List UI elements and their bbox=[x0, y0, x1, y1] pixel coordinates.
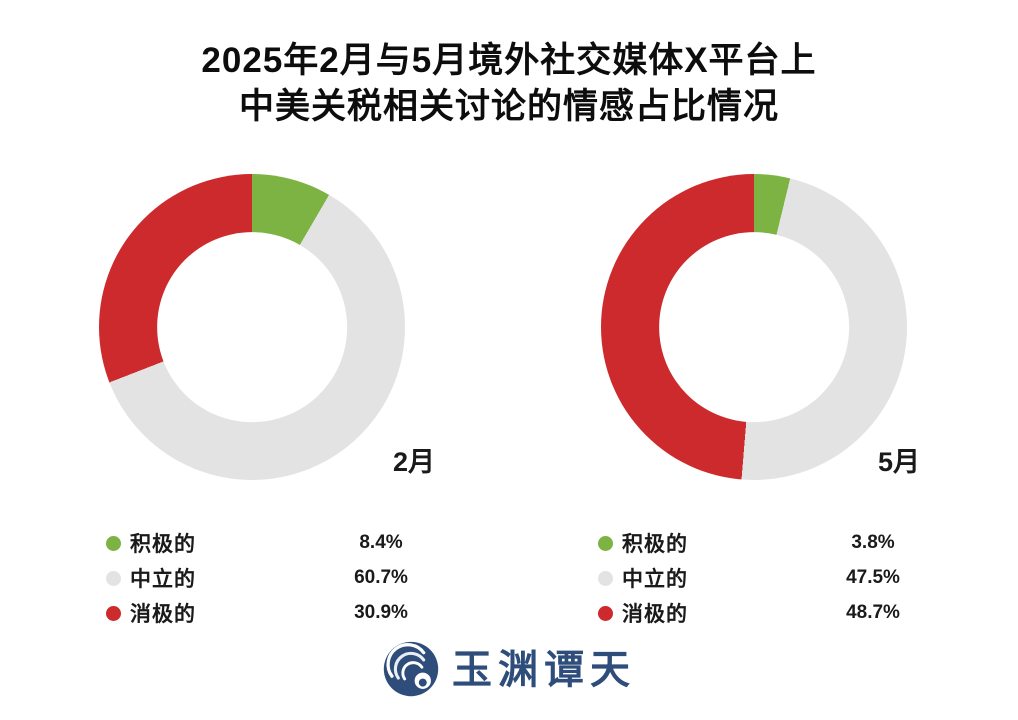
legend-item-negative: 消极的 30.9% bbox=[106, 601, 446, 626]
donut-chart-february bbox=[99, 174, 405, 480]
month-label-february: 2月 bbox=[393, 447, 436, 477]
donut-hole bbox=[659, 232, 849, 422]
legend-value: 60.7% bbox=[354, 567, 408, 588]
legend-dot-positive-icon bbox=[598, 535, 613, 551]
legend-dot-neutral-icon bbox=[598, 570, 613, 586]
legend-value: 47.5% bbox=[846, 567, 900, 588]
legend-label: 积极的 bbox=[622, 533, 688, 556]
legend-label: 中立的 bbox=[130, 568, 196, 591]
brand-name: 玉渊谭天 bbox=[452, 648, 636, 692]
donut-hole bbox=[157, 232, 347, 422]
legend-february: 积极的 8.4% 中立的 60.7% 消极的 30.9% bbox=[106, 531, 446, 636]
legend-label: 中立的 bbox=[622, 568, 688, 591]
legend-label: 消极的 bbox=[130, 603, 196, 626]
legend-item-positive: 积极的 3.8% bbox=[598, 531, 938, 556]
wave-whirlpool-icon bbox=[383, 641, 439, 697]
legend-value: 30.9% bbox=[354, 602, 408, 623]
page-title: 2025年2月与5月境外社交媒体X平台上 中美关税相关讨论的情感占比情况 bbox=[0, 38, 1018, 130]
legend-value: 8.4% bbox=[359, 532, 403, 553]
legend-item-neutral: 中立的 60.7% bbox=[106, 566, 446, 591]
legend-label: 消极的 bbox=[622, 603, 688, 626]
legend-item-negative: 消极的 48.7% bbox=[598, 601, 938, 626]
legend-item-neutral: 中立的 47.5% bbox=[598, 566, 938, 591]
legend-dot-negative-icon bbox=[106, 605, 121, 621]
page-title-line1: 2025年2月与5月境外社交媒体X平台上 bbox=[201, 41, 817, 80]
legend-value: 3.8% bbox=[851, 532, 895, 553]
legend-label: 积极的 bbox=[130, 533, 196, 556]
month-label-may: 5月 bbox=[878, 447, 921, 477]
legend-item-positive: 积极的 8.4% bbox=[106, 531, 446, 556]
legend-value: 48.7% bbox=[846, 602, 900, 623]
legend-dot-positive-icon bbox=[106, 535, 121, 551]
legend-dot-negative-icon bbox=[598, 605, 613, 621]
donut-chart-may bbox=[601, 174, 907, 480]
legend-dot-neutral-icon bbox=[106, 570, 121, 586]
legend-may: 积极的 3.8% 中立的 47.5% 消极的 48.7% bbox=[598, 531, 938, 636]
brand-logo: 玉渊谭天 bbox=[0, 638, 1018, 700]
page-title-line2: 中美关税相关讨论的情感占比情况 bbox=[238, 87, 779, 126]
